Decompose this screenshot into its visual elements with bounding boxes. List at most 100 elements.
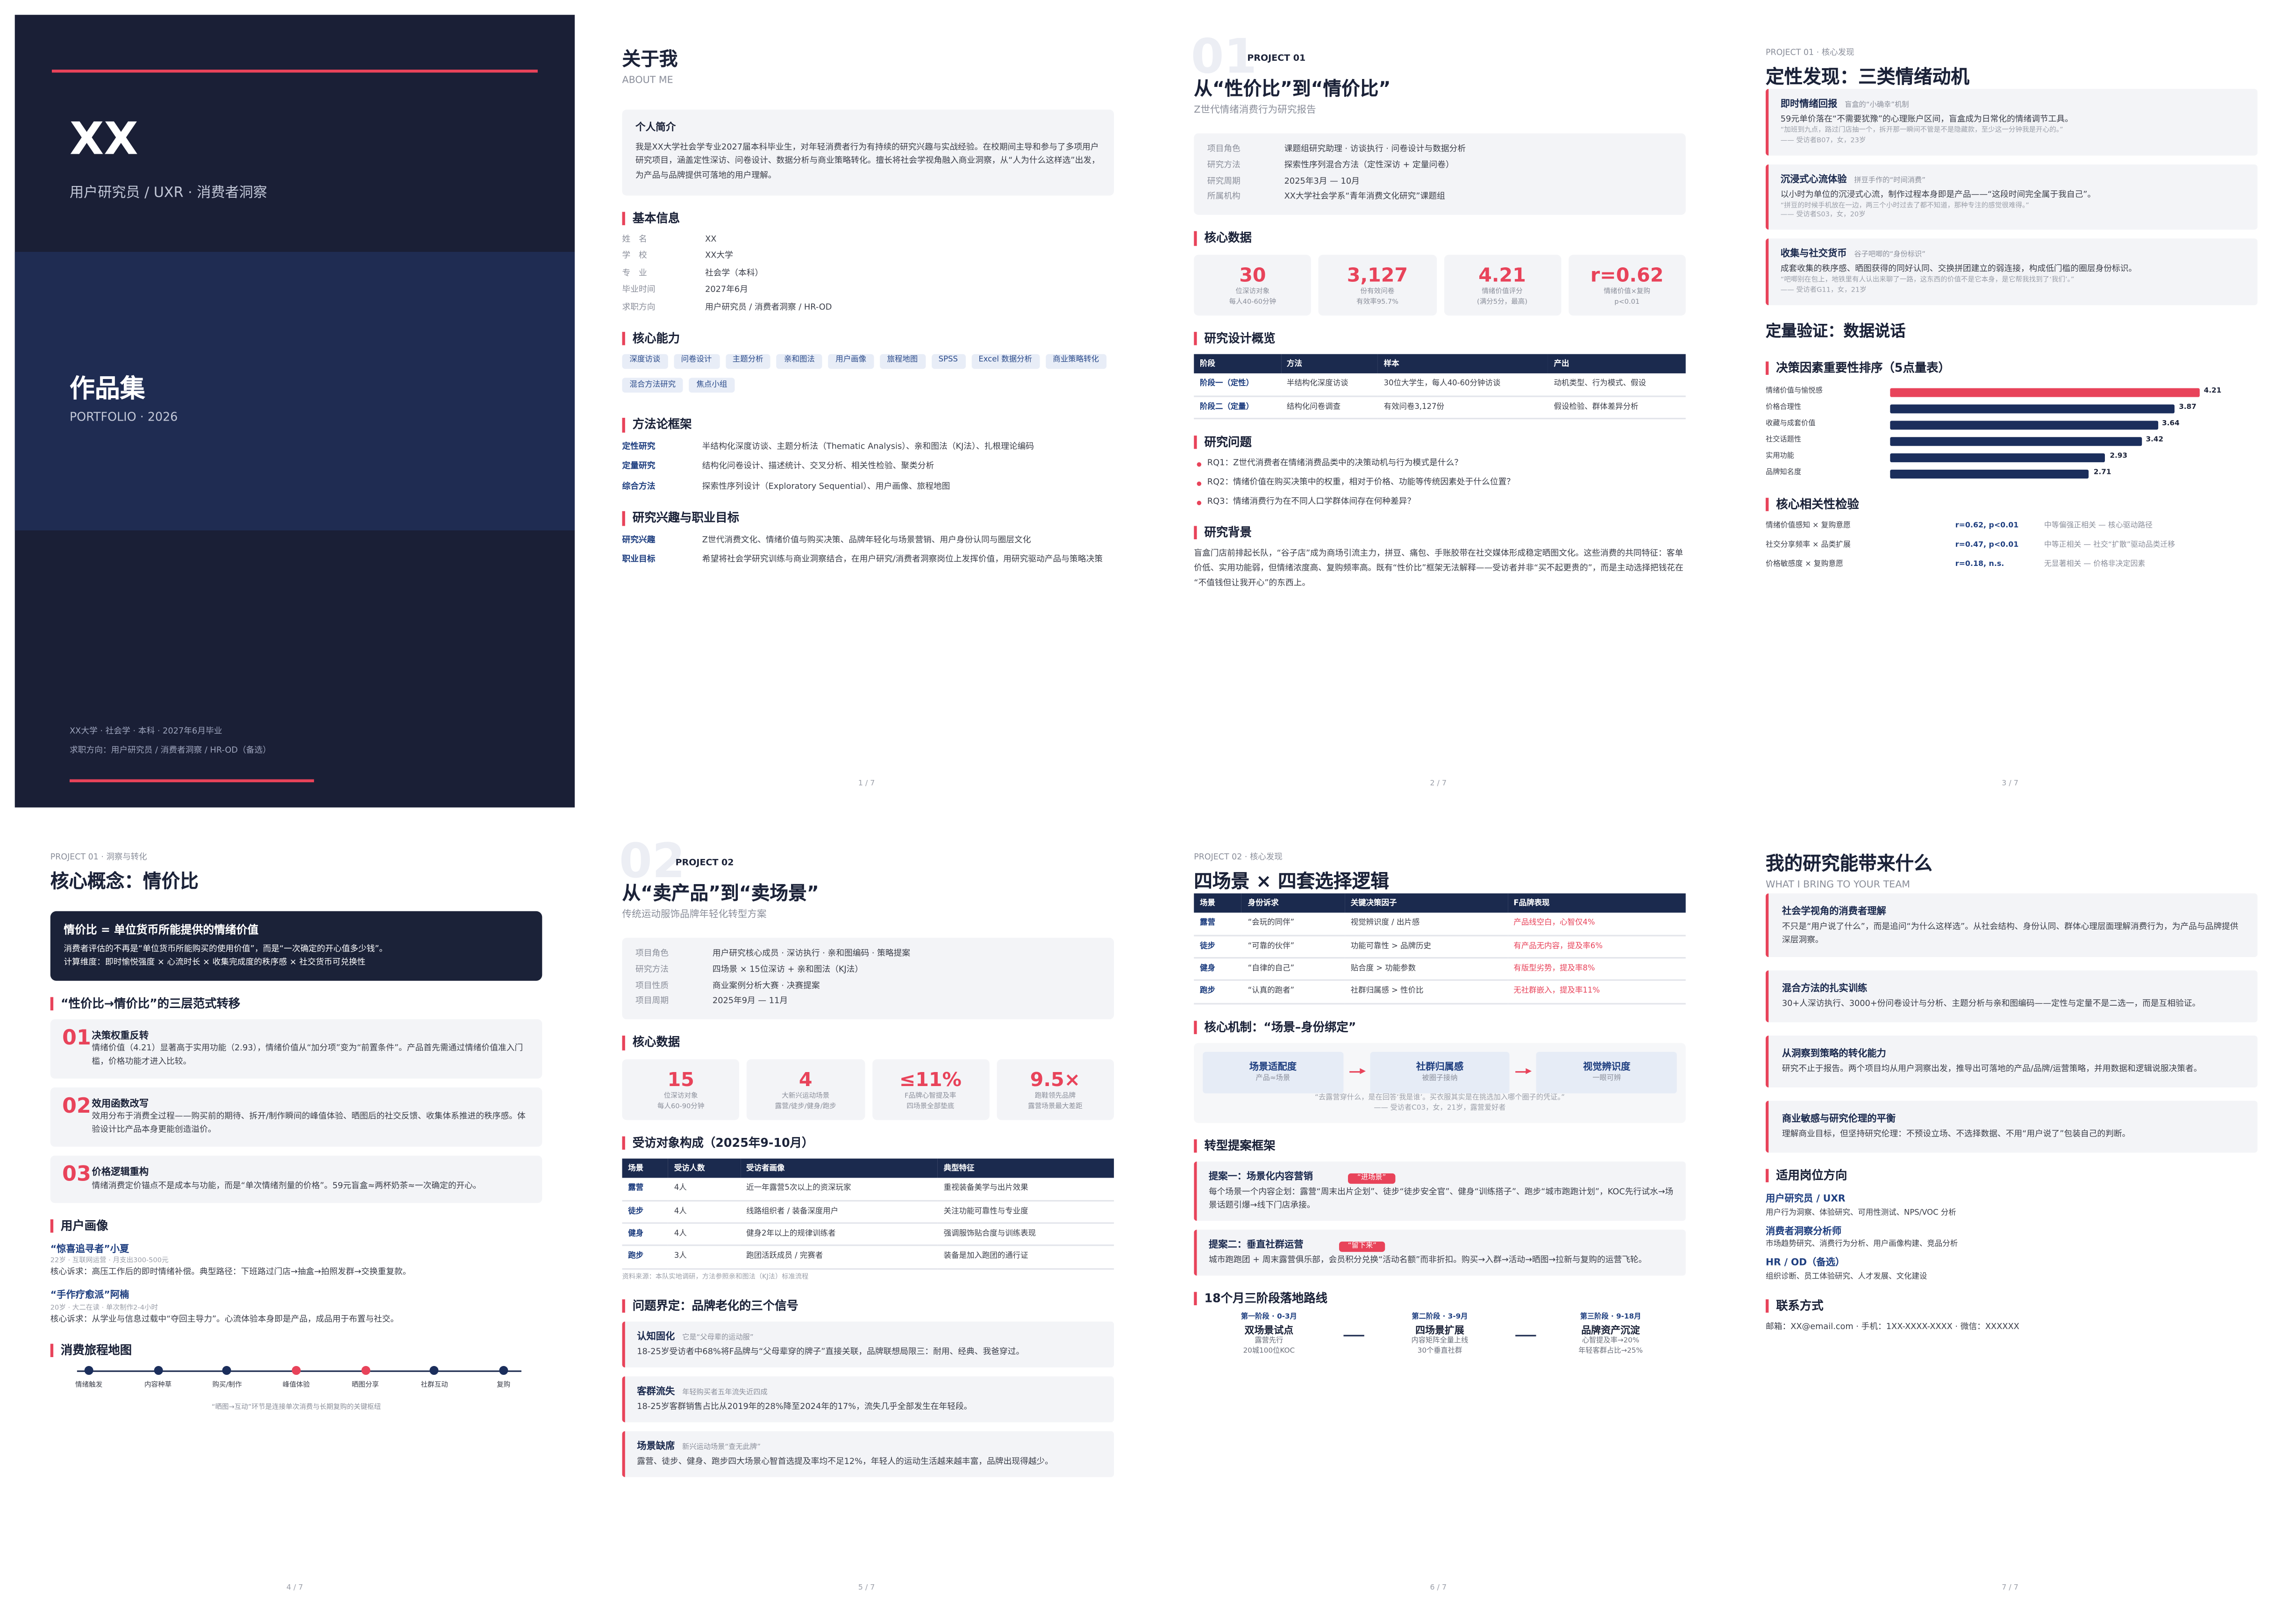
section-title: 转型提案框架 [1194,1139,1686,1153]
def-value: Z世代消费文化、情绪价值与购买决策、品牌年轻化与场景营销、用户身份认同与圈层文化 [702,536,1031,545]
fact-value: 商业案例分析大赛 · 决赛提案 [712,981,820,991]
step-no: 01 [62,1027,91,1051]
concept-line: 消费者评估的不再是“单位货币所能购买的使用价值”，而是“一次确定的开心值多少钱”… [64,945,388,954]
cover-role: 用户研究员 / UXR · 消费者洞察 [70,185,267,202]
page-number: 1 / 7 [858,779,875,788]
bar-label: 情绪价值与愉悦感 [1765,387,1823,395]
bar [1890,420,2158,429]
stat-label: 情绪价值评分 [1482,289,1523,297]
card: 社会学视角的消费者理解 不只是“用户说了什么”，而是追问“为什么这样选”。从社会结… [1765,893,2258,958]
card-text: 不只是“用户说了什么”，而是追问“为什么这样选”。从社会结构、身份认同、群体心理… [1782,922,2239,945]
bar-row: 收藏与成套价值 3.64 [1766,416,2258,433]
skill-tag: 混合方法研究 [622,378,683,393]
table-head: 场景 [622,1158,669,1179]
section-title: 核心数据 [1194,231,1686,245]
fact-label: 项目角色 [1207,144,1241,154]
card-tag: 盲盒的“小确幸”机制 [1845,102,1909,110]
data-table: 场景 身份诉求 关键决策因子 F品牌表现 露营 “会玩的同伴” 视觉辨识度 / 出片感 产品线… [1194,893,1686,1004]
project-number: 02 [619,832,685,889]
section-title: 决策因素重要性排序（5点量表） [1765,361,2258,375]
flow-title: 社群归属感 [1416,1060,1464,1073]
stat-value: 30 [1239,265,1266,287]
bar-track: 2.71 [1890,469,2257,478]
table-cell: 4人 [668,1223,741,1247]
persona-name: “惊喜追寻者”小夏 [50,1243,129,1255]
section-title: 联系方式 [1765,1299,2258,1313]
test-grid: 情绪价值感知 × 复购意愿 r=0.62, p<0.01 中等偏强正相关 — 核心驱… [1766,520,2258,571]
table-head: 产出 [1547,354,1686,374]
bar [1890,403,2175,413]
fact-value: 四场景 × 15位深访 + 亲和图法（KJ法） [712,965,863,974]
table-head: 受访者画像 [740,1158,938,1179]
cover-info-line: XX大学 · 社会学 · 本科 · 2027年6月毕业 [70,727,222,736]
card-tag: 它是“父母辈的运动服” [682,1335,754,1343]
role-title: 消费者洞察分析师 [1765,1225,1842,1237]
persona-meta: 20岁 · 大二在读 · 单次制作2-4小时 [50,1304,158,1312]
persona-meta: 22岁 · 互联网运营 · 月支出300-500元 [50,1258,169,1266]
section-group: 决策因素重要性排序（5点量表） 情绪价值与愉悦感 4.21 价格合理性 3.87 收藏与成… [1765,361,2258,481]
card-text: 理解商业目标，但坚持研究伦理：不预设立场、不选择数据、不用“用户说了”包装自己的… [1782,1130,2131,1140]
bar-row: 情绪价值与愉悦感 4.21 [1766,384,2258,400]
step: 01 决策权重反转 情绪价值（4.21）显著高于实用功能（2.93），情绪价值从“加… [50,1019,542,1079]
stat-note: 露营场景最大差距 [1028,1103,1083,1111]
stat-label: 情绪价值×复购 [1604,289,1650,297]
persona-name: “手作疗愈派”阿楠 [50,1289,129,1301]
phase-line: 内容矩阵全量上线 [1411,1338,1469,1345]
persona-text: 核心诉求：高压工作后的即时情绪补偿。典型路径：下班路过门店→抽盒→拍照发群→交换… [50,1268,411,1278]
bar [1890,436,2142,445]
table-row: 露营 4人 近一年露营5次以上的资深玩家 重视装备美学与出片效果 [622,1178,1114,1201]
page-subtitle: 传统运动服饰品牌年轻化转型方案 [622,908,767,921]
table-row: 阶段二（定量） 结构化问卷调查 有效问卷3,127份 假设检验、群体差异分析 [1194,396,1686,420]
concept-box: 情价比 = 单位货币所能提供的情绪价值 消费者评估的不再是“单位货币所能购买的使用… [50,911,542,981]
info-value: 2027年6月 [705,286,748,296]
header-row: 阶段 方法 样本 产出 [1194,354,1686,374]
journey-dot [84,1366,93,1375]
table-head: 场景 [1194,893,1242,914]
bar-row: 实用功能 2.93 [1766,449,2258,465]
test-pair: 社交分享频率 × 品类扩展 [1765,541,1851,550]
journey-step: 情绪触发 [59,1366,119,1393]
def-label: 定性研究 [622,442,656,451]
cover-name: XX [70,114,138,166]
section-group: 用户画像 “惊喜追寻者”小夏 22岁 · 互联网运营 · 月支出300-500元 核心… [50,1218,542,1327]
role-text: 市场趋势研究、消费行为分析、用户画像构建、竞品分析 [1765,1240,1958,1249]
facts-box: 项目角色 用户研究核心成员 · 深访执行 · 亲和图编码 · 策略提案 研究方法 四场… [622,937,1114,1020]
card-title: 场景缺席 [637,1440,675,1452]
def-label: 综合方法 [622,483,656,493]
journey-label: 晒图分享 [351,1382,379,1390]
info-grid: 姓 名 XX 学 校 XX大学专 业 社会学（本科） 毕业时间 2027年6月 求职方向 用户研… [622,234,1114,315]
table-cell: “自律的自己” [1242,958,1345,981]
skill-tag: SPSS [931,354,965,369]
kicker: PROJECT 02 · 核心发现 [1194,853,1283,863]
table-cell: 3人 [668,1245,741,1270]
card: 混合方法的扎实训练 30+人深访执行、3000+份问卷设计与分析、主题分析与亲和图… [1765,971,2258,1023]
stat-note: p<0.01 [1614,298,1640,306]
card-tag: “进场景” [1348,1173,1395,1184]
card-title: 认知固化 [637,1330,675,1343]
stat-note: 有效率95.7% [1356,298,1398,306]
table-cell: 有产品无内容，提及率6% [1507,935,1686,959]
stat-value: 4.21 [1478,265,1526,287]
card-source: —— 受访者G11，女，21岁 [1780,287,1867,295]
bar-row: 社交话题性 3.42 [1766,433,2258,449]
bar-label: 收藏与成套价值 [1765,420,1816,428]
info-value: XX大学 [705,252,733,262]
page-title: 从“卖产品”到“卖场景” [622,881,819,904]
section-title: 研究问题 [1194,436,1686,450]
step-no: 02 [62,1095,91,1119]
bar-chart: 情绪价值与愉悦感 4.21 价格合理性 3.87 收藏与成套价值 3.64 社交话题性 3.4… [1766,384,2258,481]
section-group: 项目角色 课题组研究助理 · 访谈执行 · 问卷设计与数据分析 研究方法 探索性序列混… [1194,133,1686,215]
def-value: 半结构化深度访谈、主题分析法（Thematic Analysis）、亲和图法（K… [702,442,1034,451]
journey-label: 峰值体验 [282,1382,310,1390]
bar-label: 实用功能 [1765,453,1794,460]
table-cell: 社群归属感 > 性价比 [1345,980,1508,1004]
phase-stage: 第三阶段 · 9-18月 [1580,1314,1641,1322]
card: 提案二：垂直社群运营 “留下来” 城市跑跑团 + 周末露营俱乐部，会员积分兑换“活动… [1194,1230,1686,1276]
stat-label: 大新兴运动场景 [782,1094,830,1101]
card-head: 商业敏感与研究伦理的平衡 [1782,1111,2244,1128]
cover-title: 作品集 [70,375,145,405]
page-number: 7 / 7 [2002,1584,2018,1593]
step-text: 效用分布于消费全过程——购买前的期待、拆开/制作瞬间的峰值体验、晒图后的社交反馈… [92,1113,526,1136]
card-title: 收集与社交货币 [1780,248,1847,260]
phase: 第一阶段 · 0-3月 双场景试点 露营先行 20城100位KOC [1194,1315,1344,1358]
